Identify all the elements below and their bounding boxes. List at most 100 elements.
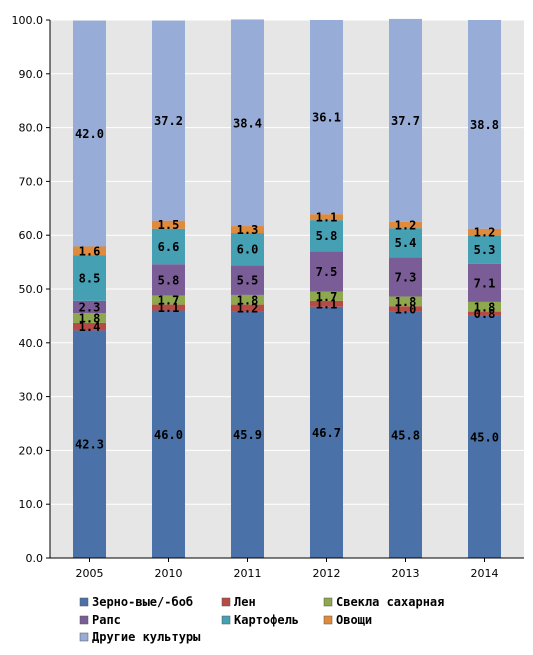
bars [73, 18, 501, 558]
bar-segment [389, 306, 422, 312]
y-tick-label: 10.0 [19, 498, 44, 511]
bar-segment [231, 265, 264, 295]
data-label: 1.8 [474, 300, 496, 314]
bar-segment [231, 19, 264, 227]
x-tick-label: 2013 [392, 567, 420, 580]
data-label: 1.2 [474, 225, 496, 239]
gridlines [50, 19, 524, 505]
bar-segment [152, 264, 185, 296]
bar-segment [231, 304, 264, 312]
data-label: 45.9 [233, 428, 262, 442]
legend-swatch [221, 615, 231, 625]
data-label: 1.1 [316, 211, 338, 225]
data-label: 1.6 [79, 244, 101, 258]
legend-label: Лен [234, 595, 256, 609]
data-label: 1.5 [158, 218, 180, 232]
bar-segment [73, 255, 106, 301]
data-label: 37.2 [154, 114, 183, 128]
bar-segment [468, 235, 501, 264]
bar-segment [231, 233, 264, 266]
data-label: 38.8 [470, 118, 499, 132]
data-label: 42.0 [75, 127, 104, 141]
y-tick-label: 40.0 [19, 337, 44, 350]
y-tick-label: 30.0 [19, 391, 44, 404]
data-label: 7.1 [474, 276, 496, 290]
bar-segment [468, 311, 501, 316]
y-tick-label: 100.0 [12, 14, 44, 27]
data-label: 1.7 [158, 294, 180, 308]
data-label: 46.0 [154, 428, 183, 442]
bar-segment [468, 20, 501, 229]
y-tick-label: 60.0 [19, 229, 44, 242]
data-label: 5.4 [395, 236, 417, 250]
axes: 0.0 10.0 20.0 30.0 40.0 50.0 60.0 70.0 80.0 90.0 1… [12, 14, 524, 580]
data-label: 1.1 [158, 301, 180, 315]
data-label: 2.3 [79, 301, 101, 315]
data-label: 6.6 [158, 240, 180, 254]
bar-segment [231, 226, 264, 234]
legend-swatch [79, 632, 89, 642]
x-tick-label: 2014 [471, 567, 499, 580]
data-label: 1.2 [395, 218, 417, 232]
bar-segment [231, 294, 264, 305]
bar-segment [73, 20, 106, 247]
y-tick-label: 50.0 [19, 283, 44, 296]
bar-segment [310, 214, 343, 221]
x-tick-label: 2005 [76, 567, 104, 580]
legend: Зерно-вые/-боб Лен Свекла сахарная Рапс Карт… [79, 595, 444, 644]
data-label: 36.1 [312, 111, 341, 125]
data-label: 1.7 [316, 290, 338, 304]
legend-label: Картофель [234, 613, 299, 627]
bar-segment [310, 251, 343, 292]
bar-segment [389, 221, 422, 229]
data-label: 5.3 [474, 243, 496, 257]
y-tick-label: 70.0 [19, 175, 44, 188]
data-label: 42.3 [75, 438, 104, 452]
legend-label: Свекла сахарная [336, 595, 444, 609]
bar-segment [73, 300, 106, 314]
bar-segment [152, 295, 185, 305]
x-tick-label: 2011 [234, 567, 262, 580]
bar-segment [310, 20, 343, 215]
bar-segment [310, 220, 343, 252]
bar-segment [310, 291, 343, 301]
legend-swatch [79, 615, 89, 625]
data-label: 1.4 [79, 320, 101, 334]
data-label: 5.8 [316, 229, 338, 243]
data-label: 5.8 [158, 273, 180, 287]
bar-segment [389, 257, 422, 297]
bar-segment [152, 20, 185, 221]
legend-label: Рапс [92, 613, 121, 627]
data-label: 8.5 [79, 271, 101, 285]
x-tick-label: 2012 [313, 567, 341, 580]
legend-label: Зерно-вые/-боб [92, 595, 193, 609]
data-label: 1.8 [237, 293, 259, 307]
data-label: 1.3 [237, 223, 259, 237]
data-label: 1.1 [316, 297, 338, 311]
bar-segment [389, 296, 422, 307]
data-label: 37.7 [391, 114, 420, 128]
bar-segment [73, 246, 106, 256]
legend-swatch [221, 597, 231, 607]
bar-segment [152, 220, 185, 229]
bar-segment [389, 18, 422, 222]
data-label: 1.8 [79, 312, 101, 326]
data-label: 5.5 [237, 274, 259, 288]
bar-segment [389, 228, 422, 258]
legend-swatch [323, 615, 333, 625]
bar-segment [310, 300, 343, 307]
legend-label: Овощи [336, 613, 372, 627]
bar-segment [152, 304, 185, 311]
bar-segment [231, 311, 264, 558]
legend-swatch [79, 597, 89, 607]
bar-segment [468, 315, 501, 558]
y-tick-label: 80.0 [19, 122, 44, 135]
data-label: 45.0 [470, 430, 499, 444]
legend-label: Другие культуры [92, 630, 201, 644]
data-label: 1.2 [237, 301, 259, 315]
bar-segment [468, 228, 501, 236]
data-label: 1.8 [395, 295, 417, 309]
y-tick-label: 90.0 [19, 68, 44, 81]
